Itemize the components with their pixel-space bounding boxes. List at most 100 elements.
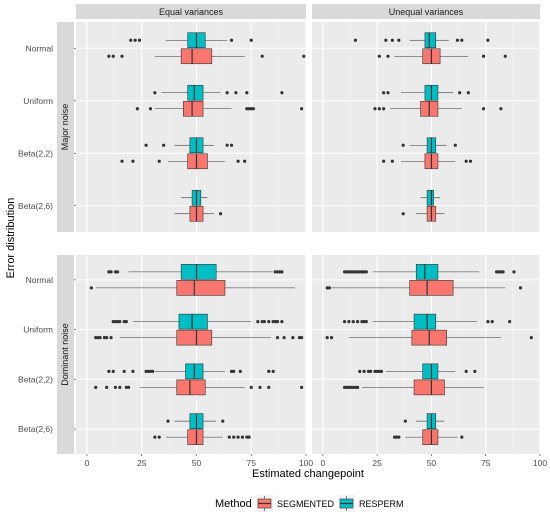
box-iqr (409, 280, 454, 296)
outlier-point (124, 385, 128, 389)
outlier-point (107, 369, 111, 373)
outlier-point (460, 38, 464, 42)
column-strip-bg (76, 4, 306, 19)
outlier-point (473, 369, 477, 373)
y-axis-title: Error distribution (5, 198, 17, 279)
outlier-point (362, 369, 366, 373)
outlier-point (227, 435, 231, 439)
outlier-point (386, 54, 390, 58)
outlier-point (107, 54, 111, 58)
row-strip-0: Major noise (57, 22, 74, 232)
outlier-point (98, 336, 102, 340)
outlier-point (118, 385, 122, 389)
column-strip-label: Equal variances (159, 7, 224, 17)
outlier-point (300, 385, 304, 389)
outlier-point (245, 107, 249, 111)
outlier-point (260, 320, 264, 324)
box-segmented (401, 205, 445, 222)
outlier-point (453, 143, 457, 147)
outlier-point (390, 159, 394, 163)
outlier-point (464, 369, 468, 373)
outlier-point (249, 107, 253, 111)
y-tick-label: Normal (26, 43, 54, 53)
x-tick-label: 75 (247, 458, 257, 468)
outlier-point (358, 369, 362, 373)
outlier-point (229, 369, 234, 373)
box-iqr (187, 153, 208, 170)
outlier-point (116, 320, 120, 324)
outlier-point (262, 320, 266, 324)
box-resperm (166, 413, 225, 429)
outlier-point (267, 320, 271, 324)
outlier-point (111, 320, 115, 324)
outlier-point (267, 385, 271, 389)
legend-label: RESPERM (359, 499, 404, 509)
outlier-point (102, 336, 107, 340)
x-tick-label: 0 (85, 458, 90, 468)
outlier-point (109, 336, 113, 340)
outlier-point (229, 143, 234, 147)
outlier-point (455, 38, 460, 42)
box-segmented (120, 153, 247, 170)
box-resperm (153, 84, 284, 101)
outlier-point (120, 159, 124, 163)
outlier-point (529, 336, 533, 340)
outlier-point (278, 270, 282, 274)
outlier-point (403, 419, 407, 423)
box-resperm (420, 189, 441, 206)
outlier-point (377, 54, 381, 58)
outlier-point (501, 270, 505, 274)
x-tick-label: 50 (427, 458, 437, 468)
outlier-point (113, 270, 118, 274)
outlier-point (486, 38, 490, 42)
box-segmented (94, 329, 304, 346)
outlier-point (166, 419, 170, 423)
box-iqr (180, 48, 213, 65)
x-tick-label: 0 (320, 458, 325, 468)
outlier-point (347, 320, 351, 324)
x-axis-title: Estimated changepoint (252, 468, 364, 480)
outlier-point (273, 320, 277, 324)
x-tick-label: 25 (137, 458, 147, 468)
legend-label: SEGMENTED (277, 499, 335, 509)
outlier-point (508, 320, 512, 324)
outlier-point (271, 369, 275, 373)
outlier-point (131, 369, 135, 373)
outlier-point (397, 38, 401, 42)
outlier-point (113, 385, 118, 389)
outlier-point (280, 91, 284, 95)
outlier-point (146, 369, 150, 373)
box-resperm (382, 84, 470, 101)
box-iqr (187, 429, 204, 445)
outlier-point (369, 369, 373, 373)
outlier-point (105, 336, 109, 340)
outlier-point (144, 369, 148, 373)
outlier-point (111, 54, 115, 58)
outlier-point (109, 270, 113, 274)
box-segmented (392, 429, 464, 445)
box-iqr (178, 313, 208, 330)
box-resperm (144, 137, 234, 154)
outlier-point (120, 54, 124, 58)
box-iqr (183, 100, 204, 117)
outlier-point (382, 159, 386, 163)
box-segmented (94, 379, 304, 396)
outlier-point (460, 435, 464, 439)
x-tick-label: 25 (372, 458, 382, 468)
x-tick-label: 50 (192, 458, 202, 468)
outlier-point (275, 270, 280, 274)
outlier-point (351, 320, 355, 324)
outlier-point (131, 159, 135, 163)
outlier-point (401, 212, 405, 216)
box-iqr (422, 429, 439, 445)
outlier-point (105, 385, 109, 389)
outlier-point (122, 369, 126, 373)
outlier-point (267, 369, 271, 373)
outlier-point (386, 91, 390, 95)
outlier-point (401, 143, 405, 147)
box-segmented (342, 379, 484, 396)
y-tick-label: Beta(2,2) (18, 148, 53, 158)
box-segmented (135, 100, 304, 117)
outlier-point (153, 435, 157, 439)
outlier-point (291, 336, 295, 340)
